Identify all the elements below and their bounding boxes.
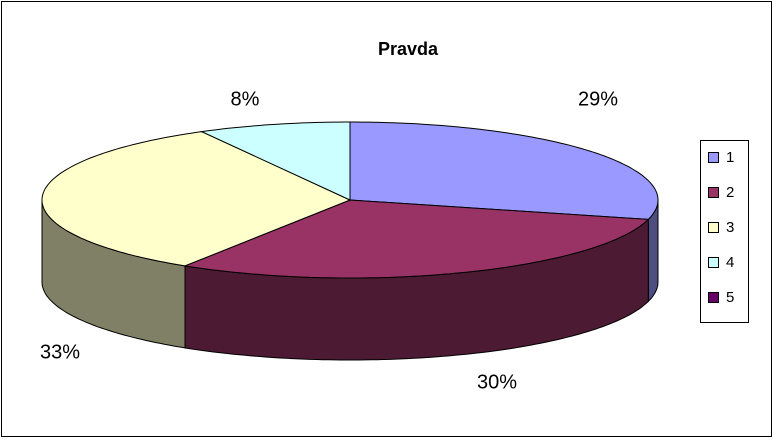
legend-swatch <box>708 257 719 268</box>
data-label: 8% <box>231 88 260 110</box>
legend-label: 5 <box>726 289 734 306</box>
legend-label: 4 <box>726 254 734 271</box>
legend-label: 3 <box>726 219 734 236</box>
data-label: 29% <box>578 88 618 110</box>
legend-swatch <box>708 292 719 303</box>
legend-box <box>700 140 749 323</box>
slice <box>183 199 650 279</box>
legend-swatch <box>708 187 719 198</box>
legend-swatch <box>708 222 719 233</box>
chart-title: Pravda <box>378 39 439 59</box>
legend-label: 2 <box>726 184 734 201</box>
legend-swatch <box>708 152 719 163</box>
data-label: 30% <box>477 371 517 393</box>
data-label: 33% <box>40 341 80 363</box>
slice <box>199 121 351 201</box>
slice <box>41 131 352 267</box>
slice <box>349 121 659 220</box>
legend-label: 1 <box>726 149 734 166</box>
